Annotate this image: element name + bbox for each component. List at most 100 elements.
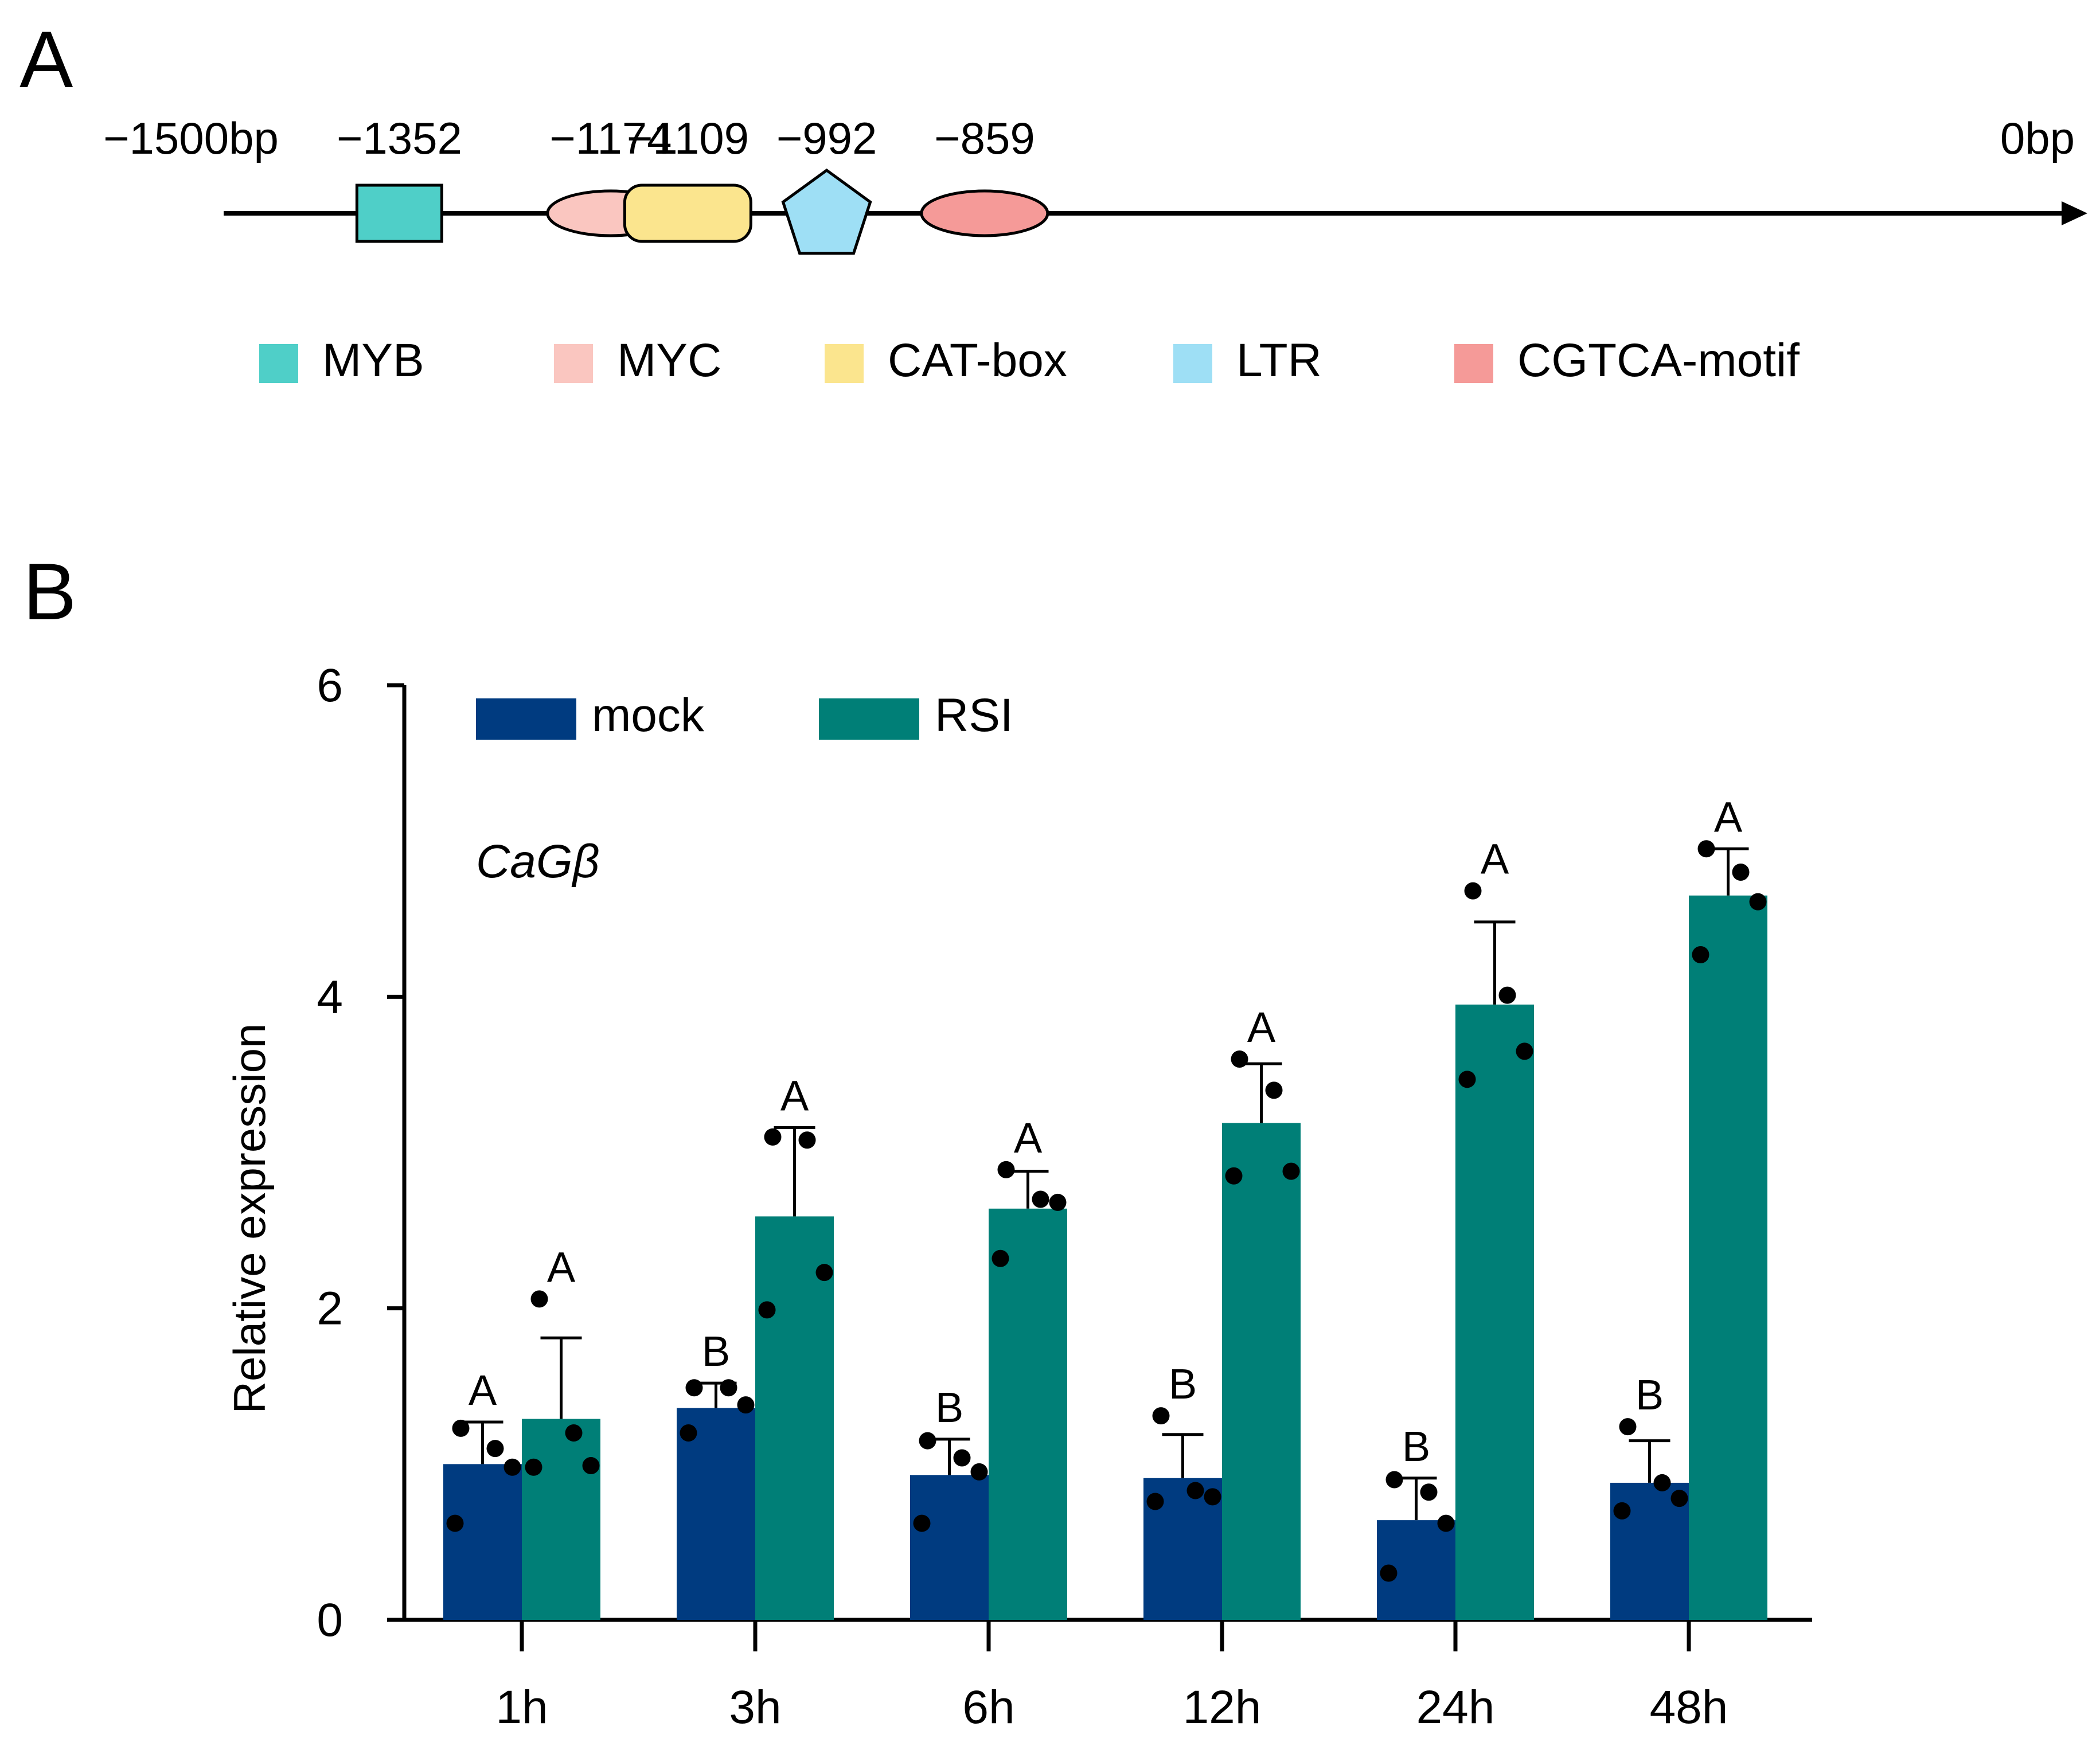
rsi-point-1h-2 [565, 1424, 583, 1442]
element-legend: MYB MYC CAT-box LTR CGTCA-motif [259, 334, 1800, 386]
rsi-significance-6h: A [1014, 1114, 1043, 1162]
x-tick-label-48h: 48h [1650, 1681, 1728, 1733]
mock-bar-3h [677, 1408, 755, 1620]
x-tick-label-12h: 12h [1183, 1681, 1262, 1733]
panel-b-letter: B [23, 546, 76, 636]
mock-point-24h-4 [1380, 1564, 1398, 1582]
mock-point-48h-2 [1653, 1474, 1671, 1491]
rsi-point-1h-4 [525, 1458, 542, 1476]
mock-point-3h-3 [737, 1396, 755, 1414]
mock-point-6h-4 [913, 1514, 931, 1532]
rsi-point-12h-3 [1282, 1162, 1300, 1180]
promoter-elements: −1352 −1174−1109 −992 −859 [337, 113, 1049, 255]
legend-swatch-mock [476, 698, 576, 740]
legend-label-myc: MYC [617, 334, 721, 386]
mock-point-1h-2 [486, 1440, 504, 1458]
mock-point-48h-4 [1613, 1502, 1631, 1520]
chart-plot-area: 0 2 4 6 1h 3h 6h 12h 24h 48h A B B B B B A A A A A A [317, 659, 1812, 1733]
rsi-bar-1h [522, 1419, 600, 1620]
legend-swatch-rsi [819, 698, 919, 740]
rsi-point-3h-1 [764, 1128, 782, 1146]
rsi-point-1h-1 [530, 1290, 548, 1308]
myb-element [355, 183, 443, 243]
legend-label-cgtca-motif: CGTCA-motif [1517, 334, 1800, 386]
mock-point-24h-3 [1437, 1514, 1455, 1532]
mock-point-12h-1 [1152, 1407, 1170, 1425]
rsi-point-6h-4 [992, 1249, 1009, 1267]
rsi-point-1h-3 [582, 1457, 600, 1475]
rsi-point-24h-3 [1516, 1042, 1533, 1060]
mock-bar-1h [443, 1464, 522, 1620]
cat-box-position-label: −1109 [627, 113, 749, 163]
y-tick-label-6: 6 [317, 659, 343, 712]
mock-point-6h-2 [953, 1449, 971, 1467]
mock-significance-12h: B [1169, 1360, 1197, 1408]
rsi-point-12h-1 [1231, 1050, 1248, 1068]
panel-a-letter: A [19, 14, 73, 104]
x-tick-label-3h: 3h [729, 1681, 781, 1733]
gene-label: CaGβ [476, 835, 599, 888]
mock-point-24h-1 [1385, 1471, 1403, 1489]
mock-point-12h-2 [1186, 1482, 1204, 1499]
legend-swatch-ltr [1173, 344, 1212, 383]
rsi-significance-3h: A [780, 1072, 809, 1120]
rsi-bar-48h [1689, 895, 1767, 1620]
mock-point-3h-2 [720, 1379, 737, 1397]
mock-point-48h-1 [1619, 1418, 1637, 1436]
rsi-point-48h-1 [1697, 840, 1715, 858]
rsi-point-12h-2 [1265, 1081, 1283, 1099]
mock-point-1h-1 [452, 1419, 470, 1437]
rsi-point-48h-2 [1732, 864, 1750, 881]
rsi-bar-12h [1222, 1123, 1301, 1620]
cgtca-motif-element [920, 189, 1049, 237]
mock-point-3h-4 [680, 1424, 697, 1442]
mock-point-1h-3 [503, 1458, 521, 1476]
y-axis-title: Relative expression [224, 1024, 275, 1414]
panel-b-bar-chart: B CaGβ Relative expression 0 2 4 6 1h 3h 6h 12h… [23, 546, 1812, 1733]
mock-significance-48h: B [1635, 1371, 1664, 1419]
legend-swatch-myb [259, 344, 298, 383]
mock-point-24h-2 [1420, 1483, 1438, 1501]
x-tick-label-24h: 24h [1416, 1681, 1495, 1733]
series-legend: mock RSI [476, 689, 1013, 741]
mock-point-12h-4 [1146, 1493, 1164, 1510]
mock-point-3h-1 [685, 1379, 703, 1397]
mock-significance-3h: B [702, 1327, 730, 1375]
y-tick-label-0: 0 [317, 1594, 343, 1646]
legend-label-rsi: RSI [935, 689, 1013, 741]
myb-position-label: −1352 [337, 113, 462, 163]
rsi-bar-24h [1455, 1004, 1534, 1620]
rsi-significance-24h: A [1481, 835, 1509, 883]
mock-point-12h-3 [1204, 1488, 1221, 1506]
rsi-point-3h-2 [798, 1131, 816, 1149]
x-tick-label-1h: 1h [495, 1681, 548, 1733]
legend-label-mock: mock [592, 689, 705, 741]
rsi-significance-1h: A [547, 1243, 576, 1291]
rsi-bar-3h [755, 1216, 834, 1620]
rsi-point-3h-3 [815, 1264, 833, 1282]
y-tick-label-4: 4 [317, 971, 343, 1023]
rsi-significance-12h: A [1247, 1003, 1276, 1051]
promoter-arrowhead [2062, 201, 2087, 225]
start-position-label: −1500bp [103, 113, 279, 163]
legend-swatch-cgtca-motif [1454, 344, 1493, 383]
cgtca-motif-position-label: −859 [934, 113, 1035, 163]
rsi-point-24h-2 [1498, 986, 1516, 1004]
rsi-significance-48h: A [1714, 793, 1743, 841]
legend-label-ltr: LTR [1236, 334, 1322, 386]
legend-swatch-myc [554, 344, 593, 383]
ltr-element [781, 168, 872, 255]
rsi-point-24h-1 [1464, 882, 1482, 900]
mock-significance-1h: A [469, 1366, 497, 1414]
ltr-position-label: −992 [776, 113, 877, 163]
legend-label-cat-box: CAT-box [888, 334, 1067, 386]
rsi-point-24h-4 [1458, 1071, 1476, 1088]
y-tick-label-2: 2 [317, 1283, 343, 1335]
cat-box-element [623, 183, 752, 243]
rsi-point-3h-4 [758, 1301, 776, 1319]
rsi-bar-6h [989, 1208, 1067, 1620]
rsi-point-48h-4 [1692, 946, 1709, 963]
rsi-point-48h-3 [1749, 893, 1767, 911]
myc-position-label: −1174 [549, 113, 672, 163]
